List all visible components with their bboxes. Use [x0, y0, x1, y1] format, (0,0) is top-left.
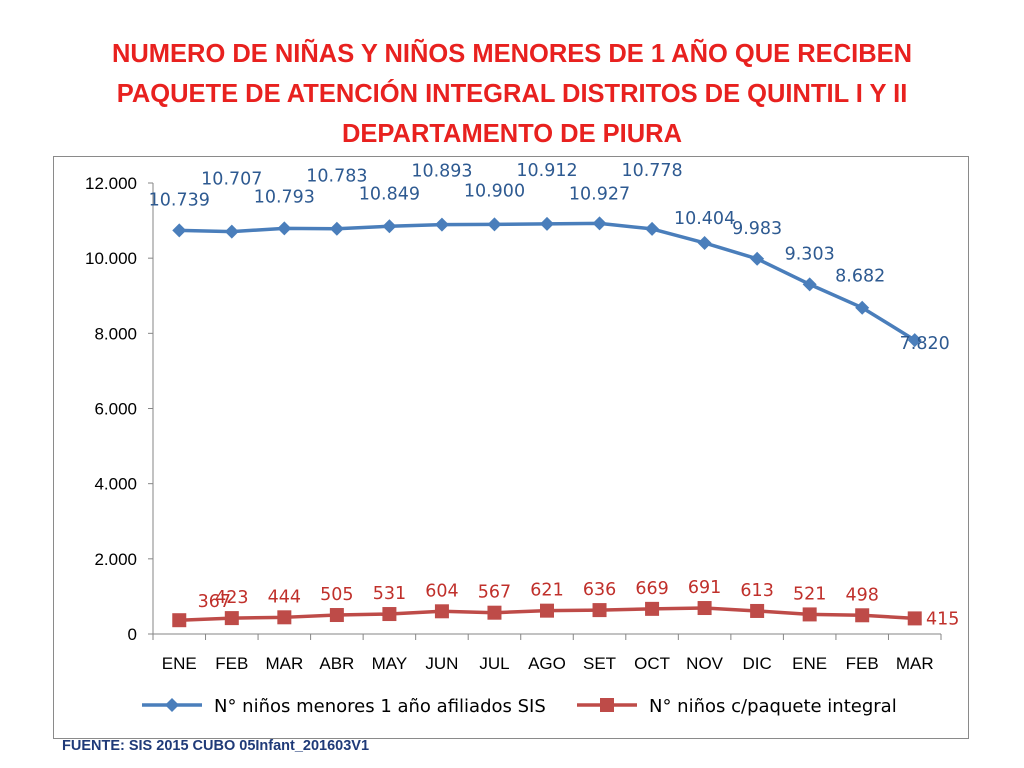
y-tick-label: 6.000 — [94, 400, 137, 419]
y-tick-label: 2.000 — [94, 550, 137, 569]
data-label-afiliados-sis: 10.404 — [674, 209, 735, 229]
data-point-paquete-integral — [329, 608, 344, 623]
data-label-afiliados-sis: 10.900 — [464, 181, 525, 201]
data-point-paquete-integral — [172, 613, 187, 628]
data-point-afiliados-sis — [224, 224, 239, 239]
data-label-afiliados-sis: 9.983 — [732, 219, 782, 239]
data-point-afiliados-sis — [802, 277, 817, 292]
x-tick-label: FEB — [846, 654, 879, 673]
data-label-afiliados-sis: 10.739 — [149, 190, 210, 210]
x-tick-label: NOV — [686, 654, 724, 673]
x-tick-label: AGO — [528, 654, 566, 673]
data-point-paquete-integral — [224, 611, 239, 626]
slide-title: NUMERO DE NIÑAS Y NIÑOS MENORES DE 1 AÑO… — [40, 34, 984, 154]
data-point-afiliados-sis — [382, 219, 397, 234]
data-point-paquete-integral — [802, 607, 817, 622]
legend-marker-afiliados-sis — [165, 698, 179, 712]
data-point-paquete-integral — [382, 607, 397, 622]
data-label-afiliados-sis: 10.783 — [306, 167, 367, 187]
data-point-afiliados-sis — [592, 216, 607, 231]
data-point-paquete-integral — [750, 603, 765, 618]
y-tick-label: 0 — [128, 625, 137, 644]
data-label-paquete-integral: 567 — [478, 583, 511, 603]
data-point-afiliados-sis — [855, 300, 870, 315]
legend-marker-paquete-integral — [600, 698, 614, 712]
x-tick-label: ENE — [792, 654, 827, 673]
y-tick-label: 10.000 — [85, 249, 137, 268]
data-label-afiliados-sis: 10.893 — [411, 162, 472, 182]
data-point-afiliados-sis — [329, 221, 344, 236]
x-tick-label: MAY — [372, 654, 408, 673]
data-point-paquete-integral — [540, 603, 554, 618]
data-label-paquete-integral: 531 — [373, 584, 406, 604]
data-point-paquete-integral — [697, 601, 712, 616]
data-label-afiliados-sis: 7.820 — [900, 334, 950, 354]
data-label-afiliados-sis: 10.927 — [569, 184, 630, 204]
data-label-paquete-integral: 604 — [425, 581, 458, 601]
data-point-afiliados-sis — [172, 223, 187, 238]
data-point-afiliados-sis — [697, 235, 712, 250]
data-label-afiliados-sis: 9.303 — [785, 244, 835, 264]
slide-title-line-1: NUMERO DE NIÑAS Y NIÑOS MENORES DE 1 AÑO… — [111, 40, 913, 68]
data-point-afiliados-sis — [907, 333, 922, 348]
data-label-paquete-integral: 415 — [926, 609, 959, 629]
data-label-afiliados-sis: 10.778 — [621, 161, 682, 181]
x-tick-label: OCT — [634, 654, 670, 673]
data-label-afiliados-sis: 10.849 — [359, 184, 420, 204]
data-point-paquete-integral — [434, 604, 449, 619]
data-point-afiliados-sis — [645, 221, 660, 236]
x-tick-label: SET — [583, 654, 616, 673]
data-label-paquete-integral: 669 — [635, 579, 668, 599]
data-point-afiliados-sis — [540, 216, 554, 231]
data-label-afiliados-sis: 10.793 — [254, 187, 315, 207]
data-label-afiliados-sis: 10.912 — [516, 161, 577, 181]
x-tick-label: MAR — [265, 654, 303, 673]
data-label-paquete-integral: 521 — [793, 584, 826, 604]
y-tick-label: 4.000 — [94, 475, 137, 494]
data-label-paquete-integral: 505 — [320, 585, 353, 605]
x-tick-label: MAR — [896, 654, 934, 673]
x-tick-label: FEB — [215, 654, 248, 673]
data-point-afiliados-sis — [487, 217, 502, 232]
y-tick-label: 8.000 — [94, 324, 137, 343]
data-label-paquete-integral: 691 — [688, 578, 721, 598]
data-point-paquete-integral — [277, 610, 292, 625]
x-tick-label: JUL — [479, 654, 509, 673]
data-label-paquete-integral: 613 — [740, 581, 773, 601]
slide-title-line-3: DEPARTAMENTO DE PIURA — [341, 120, 683, 148]
legend-label-paquete-integral: N° niños c/paquete integral — [649, 696, 897, 717]
data-label-paquete-integral: 444 — [268, 587, 301, 607]
data-point-paquete-integral — [487, 605, 502, 620]
data-point-paquete-integral — [855, 608, 870, 623]
data-label-afiliados-sis: 8.682 — [835, 267, 885, 287]
legend-label-afiliados-sis: N° niños menores 1 año afiliados SIS — [214, 696, 546, 717]
data-label-paquete-integral: 423 — [215, 588, 248, 608]
chart-frame: 0 2.000 4.000 6.000 8.000 10.000 12.000 ENE FEB M… — [53, 156, 969, 739]
data-label-afiliados-sis: 10.707 — [201, 170, 262, 190]
data-label-paquete-integral: 621 — [530, 581, 563, 601]
series-line-afiliados-sis — [179, 221, 916, 342]
data-label-paquete-integral: 367 — [198, 592, 231, 612]
data-label-paquete-integral: 636 — [583, 580, 616, 600]
source-note: FUENTE: SIS 2015 CUBO 05Infant_201603V1 — [62, 738, 370, 754]
data-point-afiliados-sis — [434, 217, 449, 232]
slide-title-line-2: PAQUETE DE ATENCIÓN INTEGRAL DISTRITOS D… — [116, 80, 908, 108]
x-tick-label: ENE — [162, 654, 197, 673]
x-tick-label: DIC — [742, 654, 771, 673]
data-label-paquete-integral: 498 — [845, 585, 878, 605]
x-tick-label: ABR — [319, 654, 354, 673]
data-point-afiliados-sis — [750, 251, 765, 266]
data-point-paquete-integral — [645, 601, 660, 616]
x-tick-label: JUN — [425, 654, 458, 673]
data-point-paquete-integral — [592, 603, 607, 618]
data-point-afiliados-sis — [277, 221, 292, 236]
data-point-paquete-integral — [907, 611, 922, 626]
line-chart: 0 2.000 4.000 6.000 8.000 10.000 12.000 ENE FEB M… — [85, 161, 959, 717]
y-tick-label: 12.000 — [85, 174, 137, 193]
